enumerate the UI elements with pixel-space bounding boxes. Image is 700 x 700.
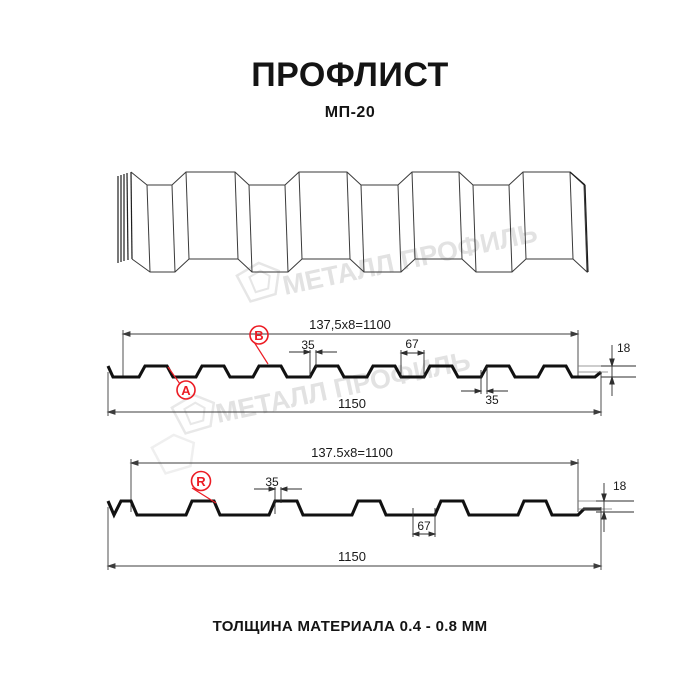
dim-height-top [601, 345, 636, 396]
dim-overall-bottom-label: 137.5x8=1100 [311, 445, 393, 460]
dim-rib67-top [399, 350, 426, 378]
marker-r: R [190, 470, 217, 504]
watermark-lower [150, 433, 196, 475]
overlap-hint-top [578, 365, 608, 373]
page-title: ПРОФЛИСТ [251, 56, 449, 94]
dim-rib67-top-label: 67 [405, 337, 419, 351]
dim-overall-top [121, 330, 580, 377]
marker-a: A [167, 366, 196, 400]
watermark-middle: МЕТАЛЛ ПРОФИЛЬ [170, 346, 473, 435]
dim-total-bottom [106, 507, 603, 570]
marker-b: B [249, 325, 269, 365]
profiled-sheet-3d-view [117, 171, 589, 273]
marker-a-label: A [181, 383, 191, 398]
page-subtitle: МП-20 [324, 104, 376, 121]
watermark-upper: МЕТАЛЛ ПРОФИЛЬ [235, 218, 540, 303]
dim-rib67-bottom [411, 508, 437, 537]
dim-flank35-top-left-label: 35 [301, 338, 315, 352]
dim-overall-top-label: 137,5x8=1100 [309, 317, 391, 332]
dim-height-top-label: 18 [617, 341, 631, 355]
dim-flank35-top-left [289, 349, 337, 378]
material-thickness-note: ТОЛЩИНА МАТЕРИАЛА 0.4 - 0.8 ММ [212, 618, 488, 635]
corrugation-outline-bottom [106, 499, 601, 519]
watermark-text: МЕТАЛЛ ПРОФИЛЬ [213, 346, 473, 429]
dim-rib67-bottom-label: 67 [417, 519, 431, 533]
profile-section-a-b: 137,5x8=1100 18 35 [106, 317, 636, 416]
profile-section-r: 137.5x8=1100 18 35 [106, 445, 634, 570]
dim-flank35-top-right-label: 35 [485, 393, 499, 407]
dim-flank35-bottom-label: 35 [265, 475, 279, 489]
dim-total-top-label: 1150 [338, 396, 366, 411]
marker-r-label: R [196, 474, 206, 489]
marker-b-label: B [254, 328, 263, 343]
dim-total-bottom-label: 1150 [338, 549, 366, 564]
dim-height-bottom [596, 483, 634, 532]
dim-flank35-top-right [461, 366, 508, 394]
corrugation-outline-top [106, 364, 602, 379]
dim-flank35-bottom [254, 486, 302, 514]
dim-height-bottom-label: 18 [613, 479, 627, 493]
dim-total-top [106, 372, 603, 416]
